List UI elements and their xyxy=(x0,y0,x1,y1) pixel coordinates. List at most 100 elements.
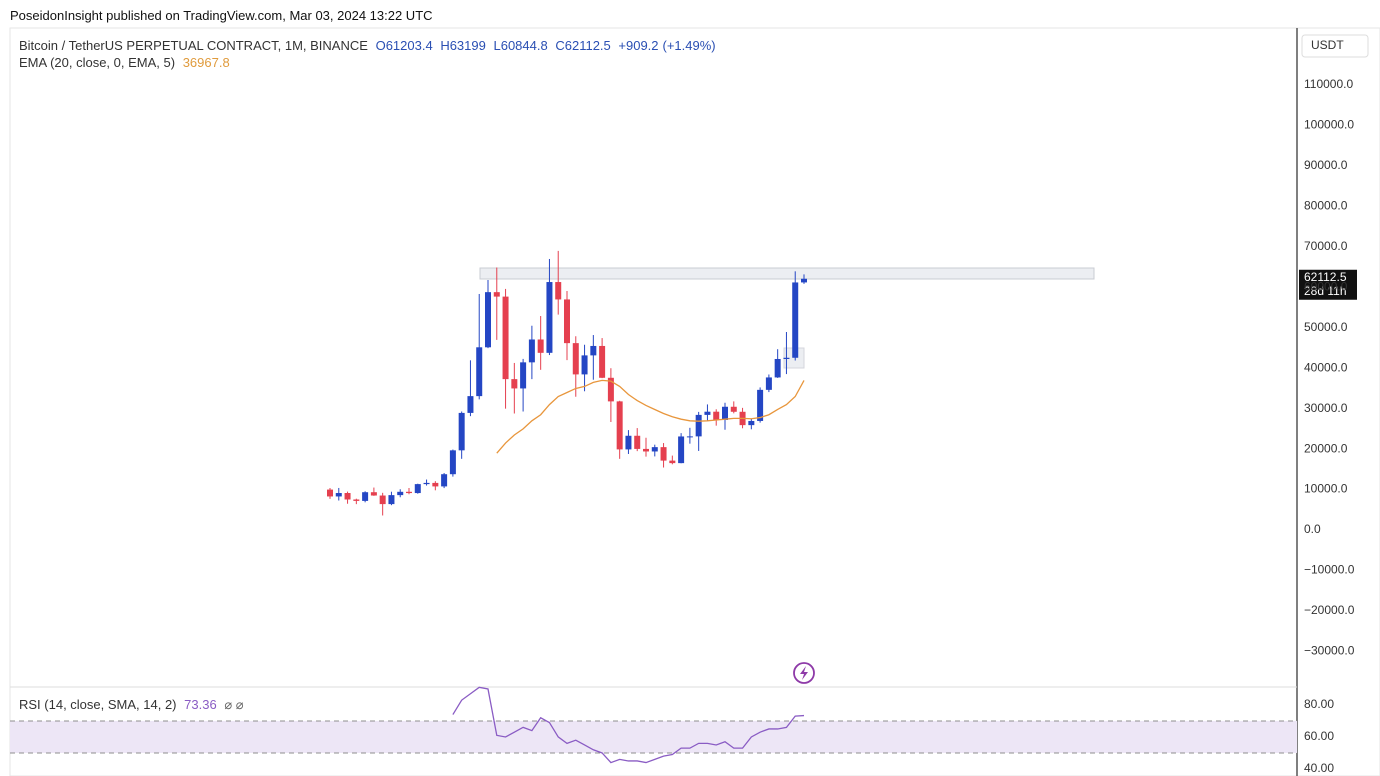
candle-body xyxy=(467,396,474,413)
price-tag xyxy=(1299,269,1357,300)
candle-body xyxy=(572,343,579,375)
candle-body xyxy=(599,345,606,378)
candle-body xyxy=(432,482,439,487)
candle-body xyxy=(713,411,720,420)
rsi-name: RSI (14, close, SMA, 14, 2) xyxy=(19,697,177,712)
candle-body xyxy=(616,401,623,450)
candle-body xyxy=(353,499,360,501)
candle-body xyxy=(537,339,544,353)
y-tick-label: 80000.0 xyxy=(1304,199,1348,213)
candle-body xyxy=(695,414,702,437)
candle-body xyxy=(485,292,491,348)
symbol-title: Bitcoin / TetherUS PERPETUAL CONTRACT, 1… xyxy=(19,38,368,53)
rsi-value: 73.36 xyxy=(184,697,217,712)
y-tick-label: 90000.0 xyxy=(1304,158,1348,172)
candle-body xyxy=(388,495,395,505)
candle-body xyxy=(520,362,527,389)
y-tick-label: 80.00 xyxy=(1304,697,1334,711)
candle-body xyxy=(607,377,614,402)
ohlc-value: 62112.5 xyxy=(564,38,611,53)
y-tick-label: 40.00 xyxy=(1304,761,1334,775)
change: +909.2 xyxy=(618,38,659,53)
y-tick-label: 100000.0 xyxy=(1304,118,1354,132)
candle-body xyxy=(502,296,509,380)
candle-body xyxy=(414,484,421,494)
y-tick-label: −30000.0 xyxy=(1304,644,1355,658)
candle-body xyxy=(344,493,351,500)
y-tick-label: 60000.0 xyxy=(1304,279,1348,293)
ohlc-value: 60844.8 xyxy=(500,38,548,53)
candle-body xyxy=(476,347,483,397)
publish-header: PoseidonInsight published on TradingView… xyxy=(10,8,433,23)
indicator-line xyxy=(496,379,805,454)
candle-body xyxy=(397,491,404,496)
change-pct: (+1.49%) xyxy=(662,38,716,53)
y-tick-label: 10000.0 xyxy=(1304,482,1348,496)
ohlc-prefix: H xyxy=(440,38,450,53)
y-tick-label: −20000.0 xyxy=(1304,603,1355,617)
candle-body xyxy=(669,460,676,464)
ema-legend: EMA (20, close, 0, EMA, 5) 36967.8 xyxy=(19,55,234,70)
price-tag-countdown: 28d 11h xyxy=(1304,284,1347,298)
candle-body xyxy=(660,447,667,461)
y-tick-label: 20000.0 xyxy=(1304,441,1348,455)
frame xyxy=(9,27,1380,776)
candle-body xyxy=(511,379,518,389)
candle-body xyxy=(449,450,456,475)
candle-body xyxy=(546,282,553,353)
candle-body xyxy=(493,292,500,297)
y-tick-label: 0.0 xyxy=(1304,522,1321,536)
candle-body xyxy=(774,358,781,378)
candle-body xyxy=(704,411,711,415)
candle-body xyxy=(564,299,570,344)
candle-body xyxy=(730,406,737,412)
ohlc-prefix: L xyxy=(493,38,501,53)
candle-body xyxy=(765,377,772,390)
currency-label: USDT xyxy=(1311,38,1344,52)
candle-body xyxy=(748,420,755,426)
ohlc-prefix: O xyxy=(375,38,386,53)
y-tick-label: 30000.0 xyxy=(1304,401,1348,415)
candle-body xyxy=(757,389,764,421)
candle-body xyxy=(406,491,412,494)
y-tick-label: 40000.0 xyxy=(1304,360,1348,374)
price-tag-value: 62112.5 xyxy=(1304,270,1347,284)
ohlc-value: 61203.4 xyxy=(385,38,433,53)
symbol-legend: Bitcoin / TetherUS PERPETUAL CONTRACT, 1… xyxy=(19,38,720,53)
candle-body xyxy=(686,436,693,438)
currency-box[interactable] xyxy=(1301,34,1369,58)
candle-body xyxy=(423,482,430,485)
candle-body xyxy=(643,448,649,452)
candle-body xyxy=(458,412,465,451)
indicator-line xyxy=(452,686,805,764)
candle-body xyxy=(678,436,685,464)
candle-body xyxy=(792,282,799,358)
candle-body xyxy=(581,355,588,375)
candle-body xyxy=(625,435,632,450)
zone-drawing xyxy=(479,267,1095,280)
hide-icon[interactable]: ⌀ ⌀ xyxy=(224,697,244,712)
candle-body xyxy=(379,495,386,505)
ohlc-prefix: C xyxy=(555,38,565,53)
y-tick-label: 60.00 xyxy=(1304,729,1334,743)
candle-body xyxy=(441,474,448,487)
candle-body xyxy=(651,447,658,452)
candle-body xyxy=(362,492,369,501)
candle-body xyxy=(590,345,597,356)
candle-body xyxy=(528,339,535,363)
candle-body xyxy=(783,357,790,359)
ema-name: EMA (20, close, 0, EMA, 5) xyxy=(19,55,176,70)
y-tick-label: 70000.0 xyxy=(1304,239,1348,253)
candle-body xyxy=(370,492,377,496)
ohlc-value: 63199 xyxy=(449,38,486,53)
lightning-icon[interactable] xyxy=(793,662,815,684)
ema-value: 36967.8 xyxy=(182,55,230,70)
level-band xyxy=(10,720,1297,753)
candle-body xyxy=(327,489,333,497)
candle-body xyxy=(555,282,562,300)
candle-body xyxy=(335,493,342,497)
rsi-legend: RSI (14, close, SMA, 14, 2) 73.36 ⌀ ⌀ xyxy=(19,697,248,713)
y-tick-label: 50000.0 xyxy=(1304,320,1348,334)
